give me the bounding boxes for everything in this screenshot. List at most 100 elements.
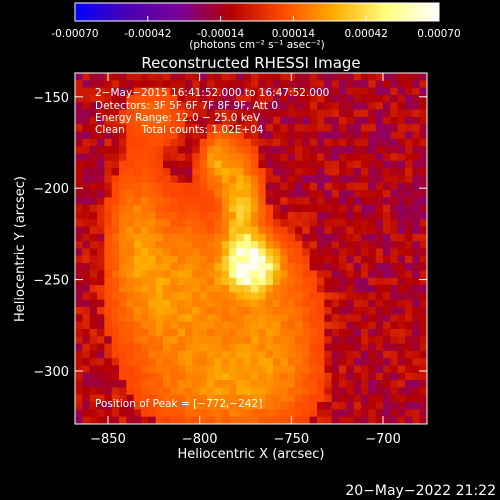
heatmap-cell: [405, 358, 413, 366]
heatmap-cell: [192, 146, 200, 154]
heatmap-cell: [280, 197, 288, 205]
heatmap-cell: [361, 409, 369, 417]
heatmap-cell: [368, 80, 376, 88]
heatmap-cell: [331, 307, 340, 315]
heatmap-cell: [133, 146, 142, 154]
heatmap-cell: [75, 146, 83, 154]
heatmap-cell: [170, 168, 178, 176]
heatmap-cell: [155, 299, 164, 308]
heatmap-cell: [353, 204, 362, 213]
heatmap-cell: [89, 285, 98, 293]
heatmap-cell: [126, 314, 134, 322]
heatmap-cell: [251, 204, 259, 213]
heatmap-cell: [236, 263, 244, 271]
heatmap-cell: [75, 387, 83, 396]
heatmap-cell: [383, 358, 391, 366]
heatmap-cell: [163, 109, 171, 118]
heatmap-cell: [104, 160, 112, 169]
heatmap-cell: [126, 204, 134, 213]
heatmap-cell: [265, 190, 274, 198]
heatmap-cell: [265, 255, 274, 264]
heatmap-cell: [221, 182, 230, 191]
heatmap-cell: [383, 372, 391, 381]
heatmap-cell: [368, 321, 376, 330]
heatmap-cell: [199, 402, 208, 410]
heatmap-cell: [119, 328, 127, 337]
heatmap-cell: [397, 270, 406, 279]
heatmap-cell: [133, 182, 142, 191]
heatmap-cell: [324, 160, 332, 169]
heatmap-cell: [309, 153, 318, 162]
heatmap-cell: [383, 160, 391, 169]
heatmap-cell: [170, 241, 178, 249]
heatmap-cell: [346, 387, 354, 396]
heatmap-cell: [170, 116, 178, 125]
heatmap-cell: [331, 277, 340, 286]
heatmap-cell: [324, 241, 332, 249]
heatmap-cell: [302, 168, 310, 176]
heatmap-cell: [229, 372, 237, 381]
heatmap-cell: [331, 416, 340, 425]
heatmap-cell: [287, 328, 296, 337]
heatmap-cell: [265, 307, 274, 315]
heatmap-cell: [89, 387, 98, 396]
heatmap-cell: [229, 299, 237, 308]
heatmap-cell: [397, 190, 406, 198]
heatmap-cell: [119, 350, 127, 359]
heatmap-cell: [89, 204, 98, 213]
heatmap-cell: [89, 241, 98, 249]
heatmap-cell: [375, 102, 384, 110]
heatmap-cell: [287, 211, 296, 220]
heatmap-cell: [331, 109, 340, 118]
heatmap-cell: [339, 87, 347, 96]
heatmap-cell: [368, 358, 376, 366]
heatmap-cell: [207, 131, 215, 140]
heatmap-cell: [111, 226, 120, 235]
heatmap-cell: [287, 219, 296, 227]
heatmap-cell: [265, 292, 274, 300]
heatmap-cell: [89, 160, 98, 169]
heatmap-cell: [353, 358, 362, 366]
heatmap-cell: [368, 328, 376, 337]
heatmap-cell: [324, 336, 332, 344]
heatmap-cell: [229, 277, 237, 286]
heatmap-cell: [339, 314, 347, 322]
heatmap-cell: [155, 153, 164, 162]
heatmap-cell: [214, 358, 222, 366]
heatmap-cell: [155, 190, 164, 198]
heatmap-cell: [375, 226, 384, 235]
heatmap-cell: [221, 146, 230, 154]
heatmap-cell: [141, 321, 149, 330]
heatmap-cell: [214, 102, 222, 110]
heatmap-cell: [141, 124, 149, 132]
heatmap-cell: [214, 314, 222, 322]
heatmap-cell: [199, 190, 208, 198]
heatmap-cell: [192, 211, 200, 220]
heatmap-cell: [346, 299, 354, 308]
heatmap-cell: [375, 336, 384, 344]
heatmap-cell: [199, 307, 208, 315]
heatmap-cell: [199, 94, 208, 103]
heatmap-cell: [199, 299, 208, 308]
heatmap-cell: [419, 292, 428, 300]
heatmap-cell: [89, 197, 98, 205]
heatmap-cell: [397, 380, 406, 388]
heatmap-cell: [82, 153, 90, 162]
heatmap-cell: [375, 270, 384, 279]
heatmap-cell: [419, 94, 428, 103]
heatmap-cell: [236, 124, 244, 132]
heatmap-cell: [258, 116, 266, 125]
heatmap-cell: [141, 336, 149, 344]
heatmap-cell: [368, 387, 376, 396]
heatmap-cell: [280, 248, 288, 257]
heatmap-cell: [75, 365, 83, 374]
heatmap-cell: [317, 314, 325, 322]
heatmap-cell: [405, 380, 413, 388]
heatmap-cell: [155, 277, 164, 286]
heatmap-cell: [309, 292, 318, 300]
heatmap-cell: [339, 416, 347, 425]
heatmap-cell: [258, 204, 266, 213]
heatmap-cell: [126, 182, 134, 191]
heatmap-cell: [375, 131, 384, 140]
heatmap-cell: [133, 109, 142, 118]
